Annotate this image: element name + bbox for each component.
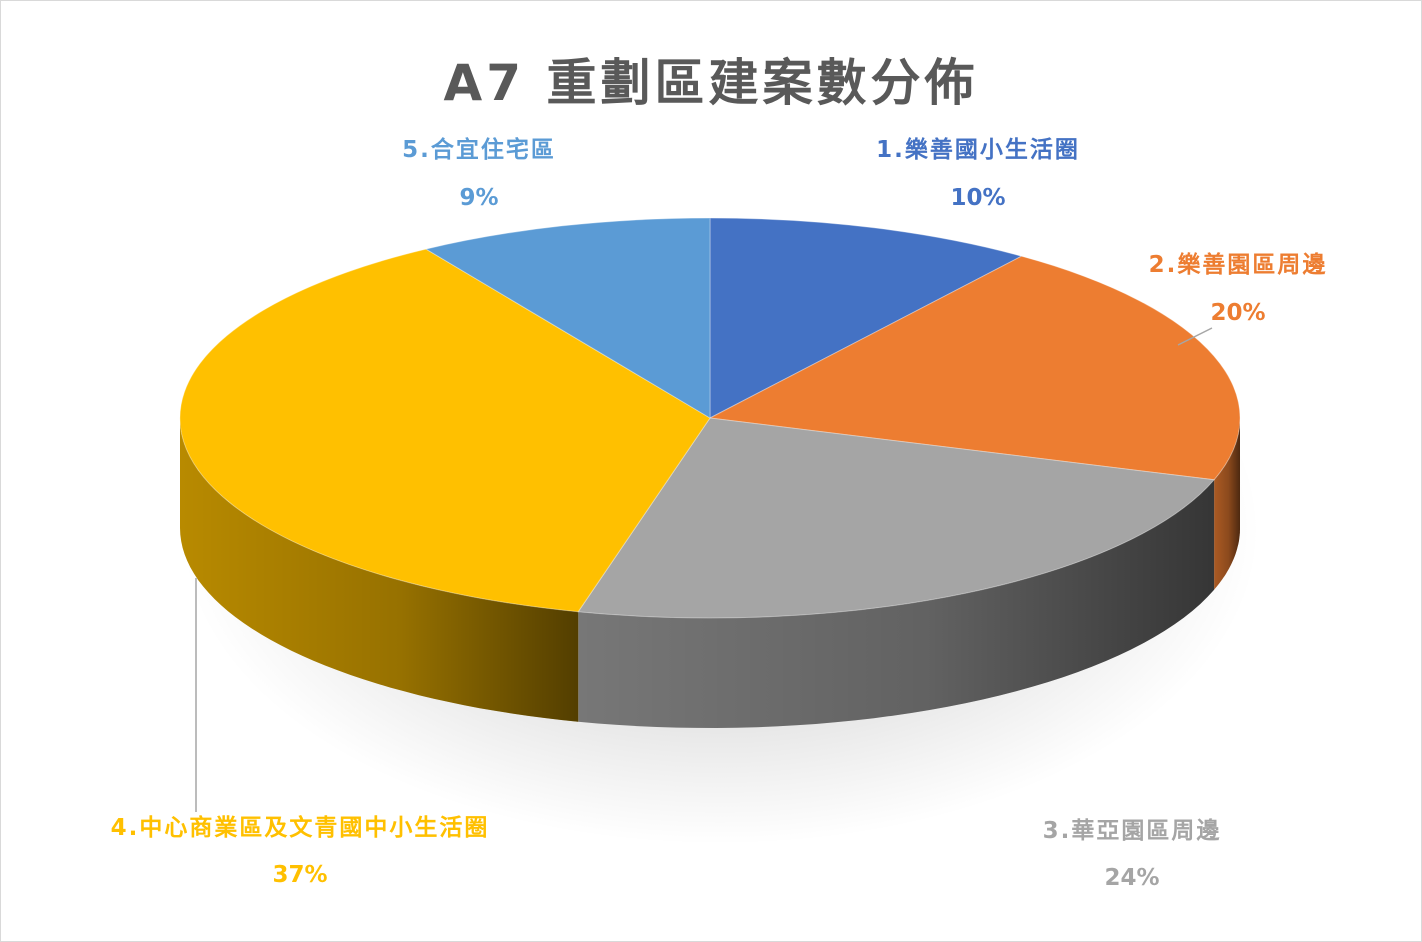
pie-slice	[708, 255, 1241, 481]
slice-percent: 37%	[272, 862, 327, 888]
slice-label: 4.中心商業區及文青國中小生活圈	[111, 814, 490, 841]
pie-slice	[424, 217, 711, 419]
pie-slice-side-shade	[1214, 418, 1240, 590]
chart-title: A7 重劃區建案數分佈	[444, 54, 979, 112]
slice-data-label: 1.樂善國小生活圈 10%	[876, 136, 1080, 211]
slice-label: 2.樂善園區周邊	[1149, 251, 1328, 278]
leader-line	[1177, 327, 1213, 346]
slice-label: 5.合宜住宅區	[402, 136, 556, 163]
pie-slice-side-shade	[180, 418, 579, 722]
pie-sides	[180, 418, 1240, 728]
slice-percent: 9%	[459, 185, 498, 211]
pie-slice	[577, 417, 1216, 619]
pie-slice-side-shade	[578, 479, 1215, 728]
slice-data-label: 5.合宜住宅區 9%	[402, 136, 556, 211]
leader-lines	[195, 327, 1213, 812]
slice-percent: 10%	[950, 185, 1005, 211]
slice-data-label: 2.樂善園區周邊 20%	[1149, 251, 1328, 326]
pie-tops	[179, 217, 1241, 619]
slice-data-label: 4.中心商業區及文青國中小生活圈 37%	[111, 814, 490, 888]
slice-percent: 24%	[1104, 865, 1159, 891]
slice-label: 3.華亞園區周邊	[1043, 817, 1222, 844]
slice-percent: 20%	[1210, 300, 1265, 326]
slice-data-label: 3.華亞園區周邊 24%	[1043, 817, 1222, 891]
slice-label: 1.樂善國小生活圈	[876, 136, 1080, 163]
pie-slice	[179, 248, 711, 613]
pie-slice	[709, 217, 1023, 419]
